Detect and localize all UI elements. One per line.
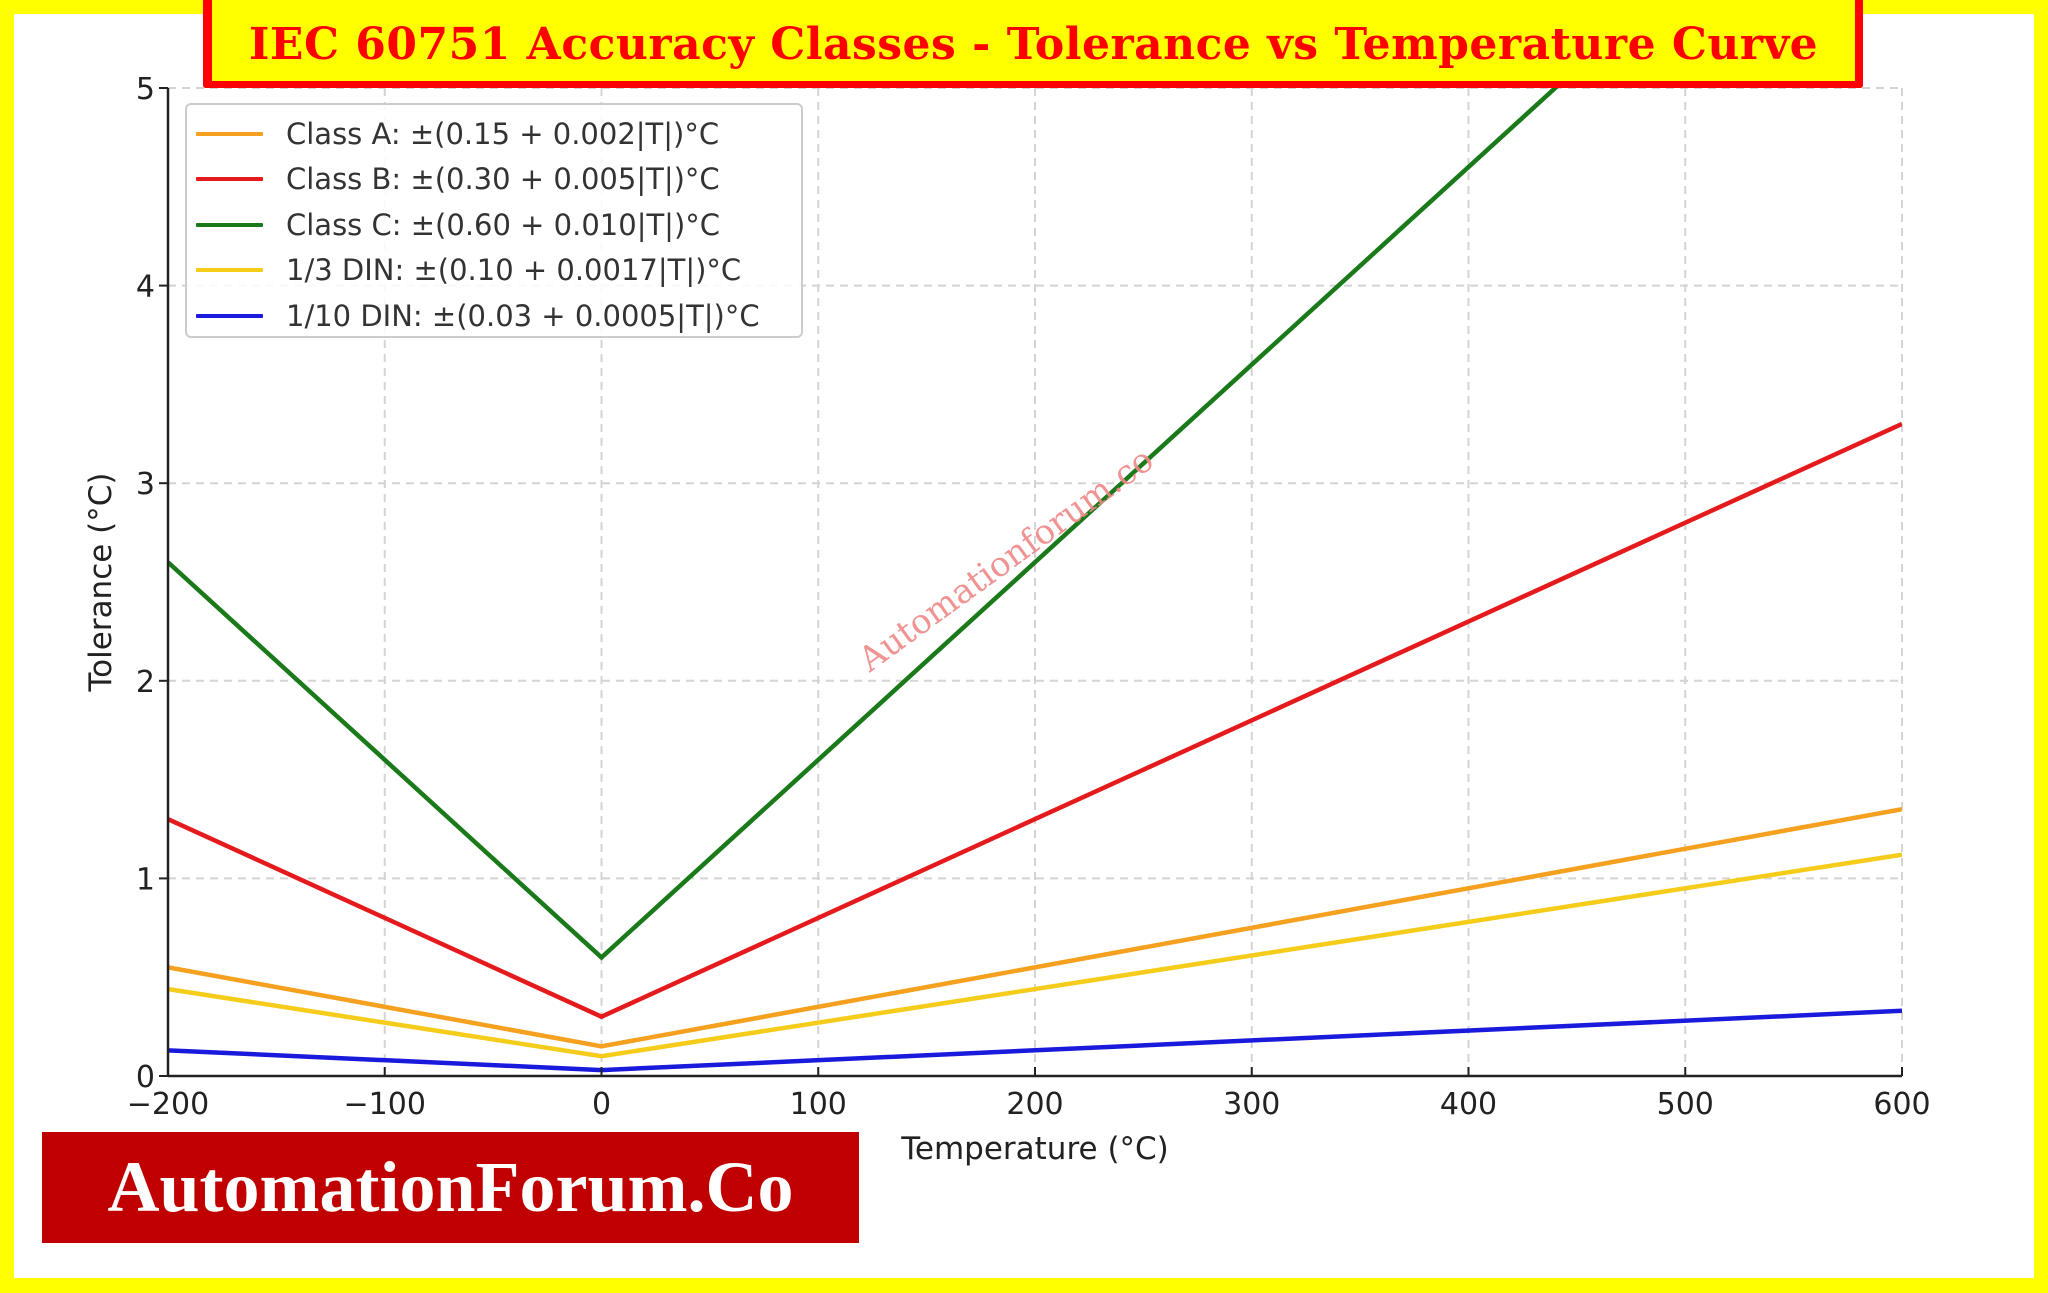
chart-legend: Class A: ±(0.15 + 0.002|T|)°C Class B: ±… xyxy=(185,103,803,338)
legend-item-one-tenth-din: 1/10 DIN: ±(0.03 + 0.0005|T|)°C xyxy=(187,293,801,339)
legend-label: 1/3 DIN: ±(0.10 + 0.0017|T|)°C xyxy=(286,253,742,288)
legend-item-class-c: Class C: ±(0.60 + 0.010|T|)°C xyxy=(187,202,801,248)
axes xyxy=(159,87,1903,1078)
x-tick-label: 400 xyxy=(1440,1087,1497,1122)
x-tick-label: −200 xyxy=(127,1087,209,1122)
grid-lines xyxy=(168,87,1903,1076)
y-tick-label: 1 xyxy=(136,862,155,897)
x-tick-label: 300 xyxy=(1223,1087,1280,1122)
title-banner: IEC 60751 Accuracy Classes - Tolerance v… xyxy=(203,0,1863,88)
x-tick-label: 0 xyxy=(592,1087,611,1122)
tick-labels: −200 −100 0 100 200 300 400 500 600 0 1 2 3 4 5 xyxy=(127,72,1931,1122)
series-lines xyxy=(168,88,1902,1073)
y-tick-label: 0 xyxy=(136,1060,155,1095)
legend-item-one-third-din: 1/3 DIN: ±(0.10 + 0.0017|T|)°C xyxy=(187,248,801,294)
series-line xyxy=(168,852,1902,1059)
x-tick-label: 600 xyxy=(1873,1087,1930,1122)
legend-swatch-line-icon xyxy=(196,268,263,273)
legend-swatch-line-icon xyxy=(196,177,263,182)
series-line xyxy=(168,807,1902,1049)
y-tick-label: 5 xyxy=(136,72,155,107)
legend-label: Class B: ±(0.30 + 0.005|T|)°C xyxy=(286,162,720,197)
series-line xyxy=(168,421,1902,1020)
x-axis-label: Temperature (°C) xyxy=(900,1131,1169,1167)
legend-label: Class C: ±(0.60 + 0.010|T|)°C xyxy=(286,207,721,242)
x-tick-label: 500 xyxy=(1657,1087,1714,1122)
y-tick-label: 3 xyxy=(136,467,155,502)
legend-item-class-b: Class B: ±(0.30 + 0.005|T|)°C xyxy=(187,157,801,203)
y-tick-label: 2 xyxy=(136,665,155,700)
legend-label: 1/10 DIN: ±(0.03 + 0.0005|T|)°C xyxy=(286,298,760,333)
y-axis-label: Tolerance (°C) xyxy=(83,472,119,692)
x-tick-label: −100 xyxy=(344,1087,426,1122)
chart-title: IEC 60751 Accuracy Classes - Tolerance v… xyxy=(248,19,1819,70)
legend-label: Class A: ±(0.15 + 0.002|T|)°C xyxy=(286,116,720,151)
brand-logo: AutomationForum.Co xyxy=(42,1132,859,1243)
series-line xyxy=(168,88,1559,961)
legend-swatch-line-icon xyxy=(196,313,263,318)
y-tick-label: 4 xyxy=(136,270,155,305)
brand-logo-text: AutomationForum.Co xyxy=(107,1147,794,1227)
legend-swatch-line-icon xyxy=(196,222,263,227)
x-tick-label: 100 xyxy=(790,1087,847,1122)
legend-swatch-line-icon xyxy=(196,131,263,136)
x-tick-label: 200 xyxy=(1006,1087,1063,1122)
legend-item-class-a: Class A: ±(0.15 + 0.002|T|)°C xyxy=(187,111,801,157)
